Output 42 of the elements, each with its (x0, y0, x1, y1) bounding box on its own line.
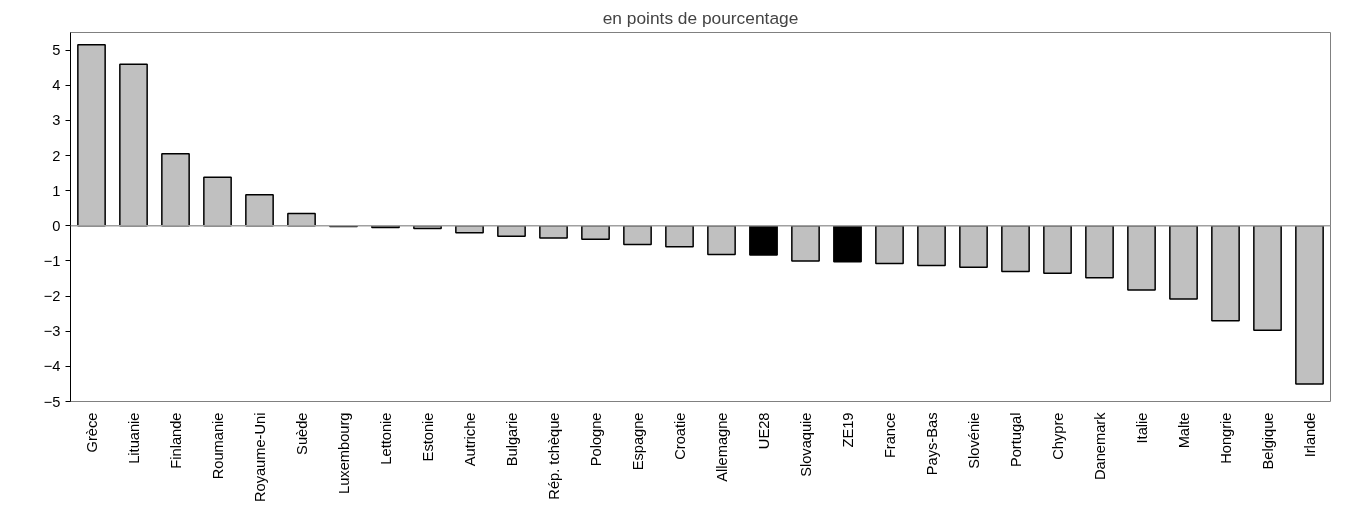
x-tick-label: Rép. tchèque (545, 412, 562, 500)
x-tick-label: France (881, 412, 898, 459)
x-tick-label: Belgique (1259, 412, 1276, 470)
x-tick-label: Croatie (671, 412, 688, 460)
y-tick-label: 5 (52, 42, 61, 59)
x-tick-label: Roumanie (209, 412, 226, 480)
x-tick-label: Irlande (1301, 412, 1318, 458)
x-tick-label: Slovaquie (797, 412, 814, 477)
y-tick-label: −2 (43, 288, 61, 305)
x-tick-label: Lettonie (377, 412, 394, 465)
x-tick-label: Lituanie (125, 412, 142, 464)
x-tick-label: Suède (293, 412, 310, 455)
y-tick-label: 1 (52, 182, 61, 199)
x-tick-label: Autriche (461, 412, 478, 467)
x-tick-label: Pays-Bas (923, 412, 940, 476)
y-tick-label: 3 (52, 112, 61, 129)
x-tick-label: Grèce (83, 412, 100, 453)
x-tick-label: Finlande (167, 412, 184, 469)
x-tick-label: Chypre (1049, 412, 1066, 460)
y-tick-label: 4 (52, 77, 61, 94)
y-tick-label: −4 (43, 358, 61, 375)
x-tick-label: Royaume-Uni (251, 412, 268, 503)
x-tick-label: Italie (1133, 412, 1150, 444)
y-tick-label: 2 (52, 147, 61, 164)
x-tick-label: Malte (1175, 412, 1192, 449)
x-tick-label: Luxembourg (335, 412, 352, 494)
x-tick-label: Hongrie (1217, 412, 1234, 464)
x-tick-label: Danemark (1091, 411, 1108, 481)
x-tick-label: ZE19 (839, 412, 856, 448)
y-tick-label: −1 (43, 252, 61, 269)
x-tick-label: Slovénie (965, 412, 982, 469)
y-tick-label: −5 (43, 393, 61, 410)
x-tick-label: Espagne (629, 412, 646, 471)
x-tick-label: Pologne (587, 412, 604, 467)
x-tick-label: UE28 (755, 412, 772, 450)
x-tick-label: Bulgarie (503, 412, 520, 467)
x-tick-label: Portugal (1007, 412, 1024, 468)
y-tick-label: −3 (43, 323, 61, 340)
x-tick-label: Allemagne (713, 412, 730, 482)
y-tick-label: 0 (52, 217, 61, 234)
chart-subtitle: en points de pourcentage (602, 7, 799, 28)
x-tick-label: Estonie (419, 412, 436, 462)
